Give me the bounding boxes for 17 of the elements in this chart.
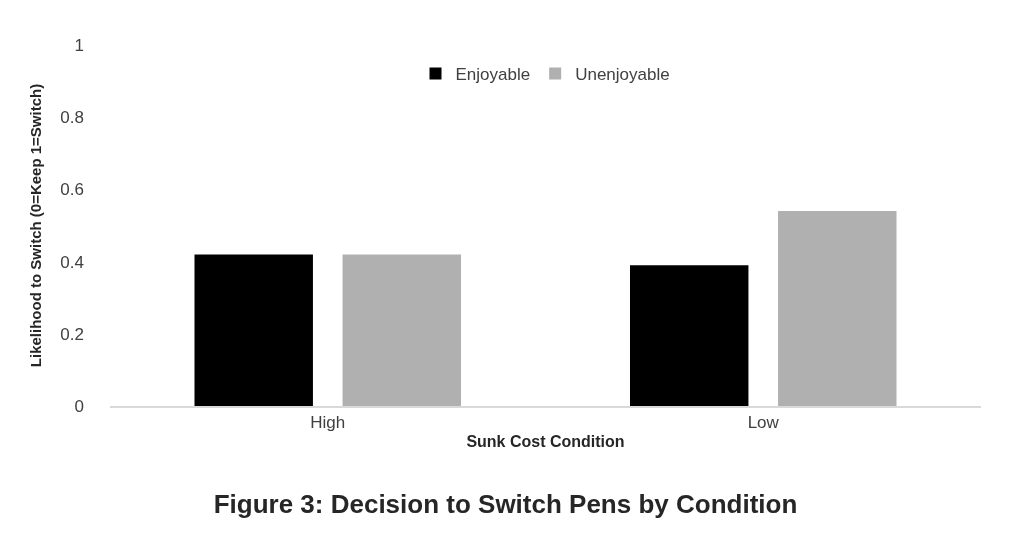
- bar: [342, 254, 462, 406]
- bar: [194, 254, 313, 406]
- x-tick-label: Low: [747, 413, 780, 433]
- x-axis-title: Sunk Cost Condition: [466, 433, 625, 451]
- x-tick-label: High: [310, 413, 346, 433]
- bar: [778, 211, 897, 406]
- y-tick-label: 0.4: [60, 252, 84, 272]
- y-tick-label: 1: [74, 35, 84, 55]
- text: Figure 3: Decision to Switch Pens by Condition: [213, 489, 798, 520]
- y-tick-label: 0.6: [60, 180, 84, 200]
- y-tick-label: 0.8: [60, 108, 84, 128]
- y-axis-title: Likelihood to Switch (0=Keep 1=Switch): [26, 83, 44, 368]
- legend-label: Enjoyable: [455, 65, 531, 85]
- bar: [629, 265, 749, 406]
- y-tick-label: 0: [74, 396, 84, 416]
- y-tick-label: 0.2: [60, 324, 84, 344]
- legend-label: Unenjoyable: [575, 65, 670, 85]
